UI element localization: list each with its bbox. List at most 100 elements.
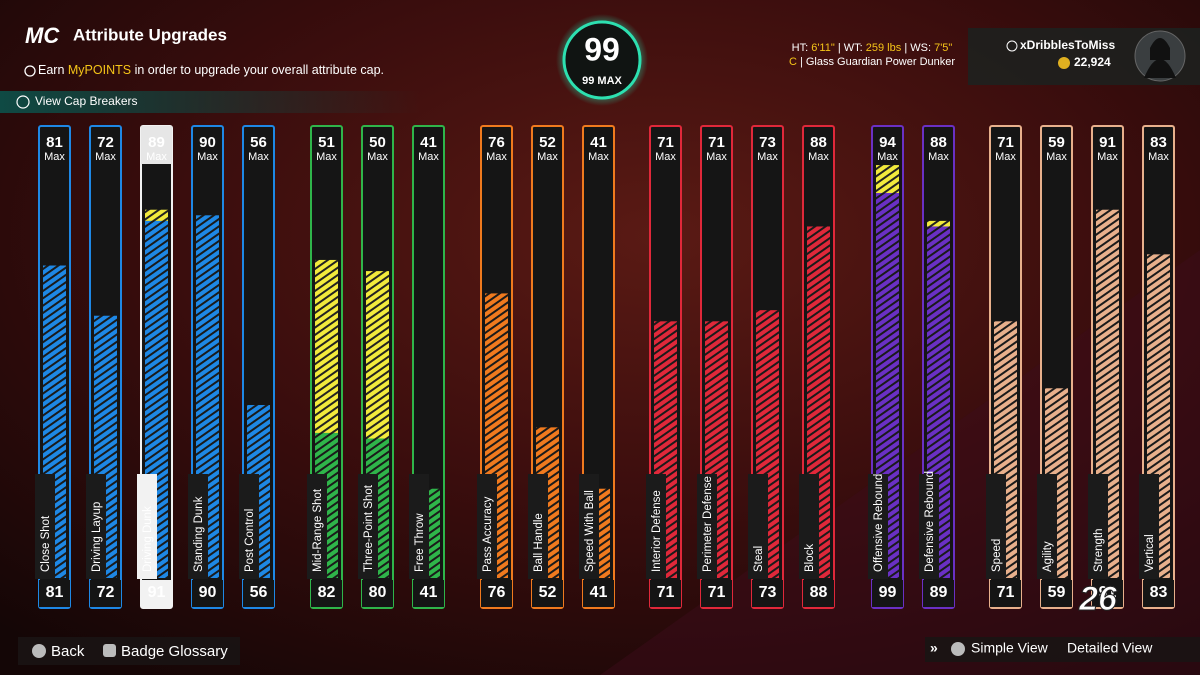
attribute-value: 73 (759, 584, 777, 601)
label-tab (307, 474, 327, 579)
attribute-max: 91 (1099, 134, 1116, 151)
max-label: Max (995, 151, 1016, 163)
attribute-value: 81 (46, 584, 64, 601)
notice-text: Earn (38, 63, 68, 77)
chevrons: » (930, 640, 938, 656)
cap-breakers-label[interactable]: View Cap Breakers (35, 94, 138, 108)
attribute-max: 90 (199, 134, 216, 151)
attribute-boost (145, 209, 168, 221)
attribute-value: 89 (930, 584, 948, 601)
attribute-max: 71 (997, 134, 1014, 151)
attribute-value: 72 (97, 584, 115, 601)
username: xDribblesToMiss (1020, 38, 1115, 52)
logo: MC (25, 23, 60, 48)
attribute-max: 41 (420, 134, 437, 151)
back-button[interactable]: Back (51, 643, 85, 660)
value-box (192, 580, 223, 607)
attribute-value: 91 (148, 584, 166, 601)
attribute-max: 94 (879, 134, 896, 151)
max-label: Max (757, 151, 778, 163)
value-box (1143, 580, 1174, 607)
attribute-name: Offensive Rebound (873, 474, 885, 572)
attribute-name: Block (804, 544, 816, 572)
label-tab (358, 474, 378, 579)
value-box (413, 580, 444, 607)
attribute-name: Pass Accuracy (482, 496, 494, 572)
label-tab (748, 474, 768, 579)
attribute-max: 76 (488, 134, 505, 151)
attribute-boost (876, 165, 899, 193)
max-label: Max (146, 151, 167, 163)
detailed-view-button[interactable]: Detailed View (1067, 640, 1153, 656)
label-tab (919, 474, 939, 579)
height: 6'11" (811, 42, 835, 54)
attribute-max: 52 (539, 134, 556, 151)
value-box (872, 580, 903, 607)
attribute-name: Standing Dunk (193, 496, 205, 572)
attribute-max: 88 (930, 134, 947, 151)
overall-value: 99 (584, 31, 620, 67)
triangle-button-icon (951, 642, 965, 656)
max-label: Max (1148, 151, 1169, 163)
label-tab (1088, 474, 1108, 579)
value-box (923, 580, 954, 607)
notice-highlight: MyPOINTS (68, 63, 131, 77)
value-box (243, 580, 274, 607)
attribute-boost (315, 259, 338, 433)
separator: | (838, 42, 841, 54)
badge-glossary-button[interactable]: Badge Glossary (121, 643, 228, 660)
simple-view-button[interactable]: Simple View (971, 640, 1049, 656)
attribute-value: 41 (420, 584, 438, 601)
position: C (789, 56, 797, 68)
value-box (362, 580, 393, 607)
attribute-max: 83 (1150, 134, 1167, 151)
value-box (39, 580, 70, 607)
value-box (532, 580, 563, 607)
max-label: Max (588, 151, 609, 163)
value-box (752, 580, 783, 607)
label: WT: (844, 42, 863, 54)
value-box (583, 580, 614, 607)
separator: | (800, 56, 803, 68)
attribute-name: Interior Defense (651, 490, 663, 572)
attribute-value: 83 (1150, 584, 1168, 601)
attribute-name: Strength (1093, 529, 1105, 572)
attribute-name: Steal (753, 546, 765, 572)
game-logo: 26 (1078, 580, 1118, 618)
attribute-value: 59 (1048, 584, 1066, 601)
attribute-max: 73 (759, 134, 776, 151)
attribute-max: 81 (46, 134, 63, 151)
label-tab (697, 474, 717, 579)
attribute-name: Speed (991, 539, 1003, 572)
label-tab (239, 474, 259, 579)
attribute-max: 72 (97, 134, 114, 151)
label-tab (646, 474, 666, 579)
attribute-max: 51 (318, 134, 335, 151)
max-label: Max (248, 151, 269, 163)
max-label: Max (928, 151, 949, 163)
separator: | (904, 42, 907, 54)
attribute-max: 71 (708, 134, 725, 151)
max-label: Max (367, 151, 388, 163)
attribute-name: Three-Point Shot (363, 484, 375, 572)
label: WS: (910, 42, 931, 54)
cap-breakers-button[interactable] (0, 91, 420, 113)
overall-badge (562, 20, 642, 100)
label-tab (986, 474, 1006, 579)
attribute-name: Agility (1042, 541, 1054, 572)
max-label: Max (95, 151, 116, 163)
label: HT: (792, 42, 809, 54)
attribute-name: Perimeter Defense (702, 476, 714, 572)
attribute-value: 71 (997, 584, 1015, 601)
label-tab (1037, 474, 1057, 579)
attribute-value: 76 (488, 584, 506, 601)
max-label: Max (1046, 151, 1067, 163)
overall-max: 99 MAX (582, 75, 622, 87)
value-box (311, 580, 342, 607)
attribute-max: 88 (810, 134, 827, 151)
label-tab (477, 474, 497, 579)
vc-balance: 22,924 (1074, 55, 1111, 69)
attribute-value: 41 (590, 584, 608, 601)
attribute-value: 90 (199, 584, 217, 601)
